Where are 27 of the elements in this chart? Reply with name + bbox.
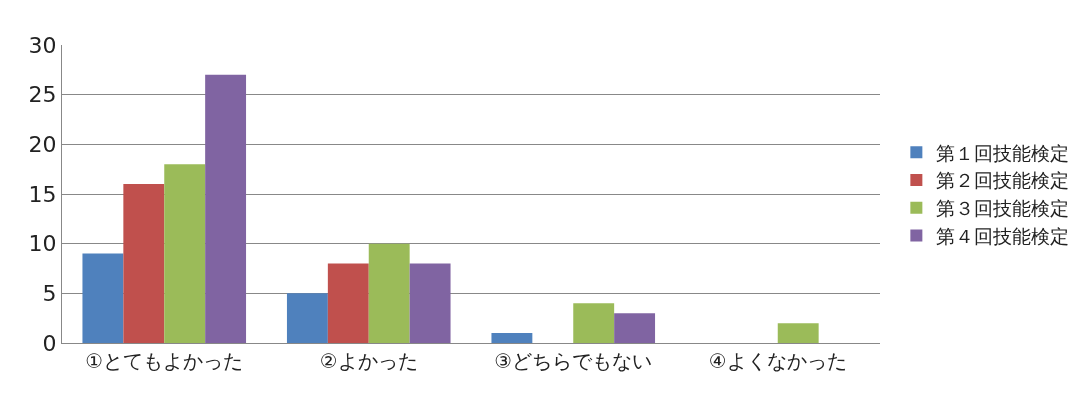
bar — [491, 333, 533, 343]
bar — [777, 323, 819, 343]
y-tick-label: 5 — [42, 281, 57, 307]
y-tick-label: 25 — [28, 82, 57, 108]
bar — [409, 263, 451, 343]
y-tick-label: 0 — [42, 330, 57, 356]
bar — [123, 184, 165, 343]
x-tick-label: ①とてもよかった — [85, 349, 244, 373]
bar — [82, 253, 124, 343]
bar — [573, 303, 615, 343]
legend-label: 第１回技能検定 — [936, 141, 1070, 164]
y-tick-label: 30 — [28, 32, 57, 58]
x-tick-label: ③どちらでもない — [494, 349, 653, 373]
x-tick-label: ②よかった — [319, 349, 418, 373]
y-tick-label: 10 — [28, 231, 57, 257]
bar — [286, 293, 328, 343]
legend-label: 第２回技能検定 — [936, 169, 1070, 192]
bar — [164, 164, 206, 343]
x-tick-label: ④よくなかった — [708, 349, 847, 373]
y-tick-label: 20 — [28, 132, 57, 158]
bar — [327, 263, 369, 343]
bar — [205, 74, 247, 343]
bar — [614, 313, 656, 343]
legend-label: 第４回技能検定 — [936, 224, 1070, 247]
bar — [368, 243, 410, 343]
y-tick-label: 15 — [28, 181, 57, 207]
legend-label: 第３回技能検定 — [936, 197, 1070, 220]
